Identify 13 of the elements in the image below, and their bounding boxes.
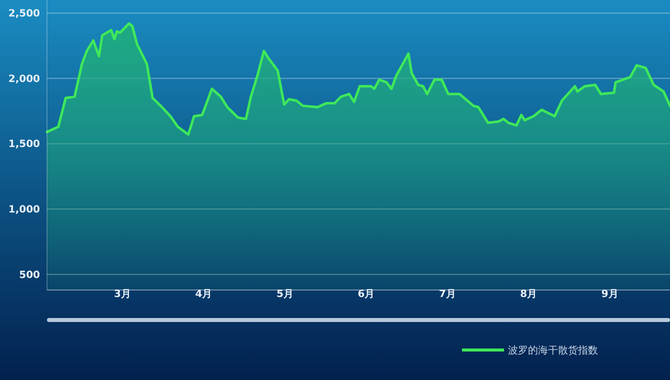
x-tick-label: 6月 (358, 289, 375, 300)
y-tick-label: 2,500 (8, 8, 40, 20)
x-tick-label: 8月 (520, 289, 538, 300)
y-tick-label: 500 (19, 270, 40, 281)
x-tick-label: 3月 (114, 289, 132, 300)
legend-label: 波罗的海干散货指数 (508, 344, 598, 356)
x-tick-label: 7月 (438, 289, 456, 300)
y-tick-label: 1,500 (8, 139, 40, 150)
x-tick-label: 9月 (601, 289, 618, 300)
y-tick-label: 2,000 (8, 74, 40, 85)
y-tick-label: 1,000 (8, 204, 40, 216)
x-tick-label: 5月 (276, 289, 294, 300)
x-tick-label: 4月 (195, 289, 212, 300)
